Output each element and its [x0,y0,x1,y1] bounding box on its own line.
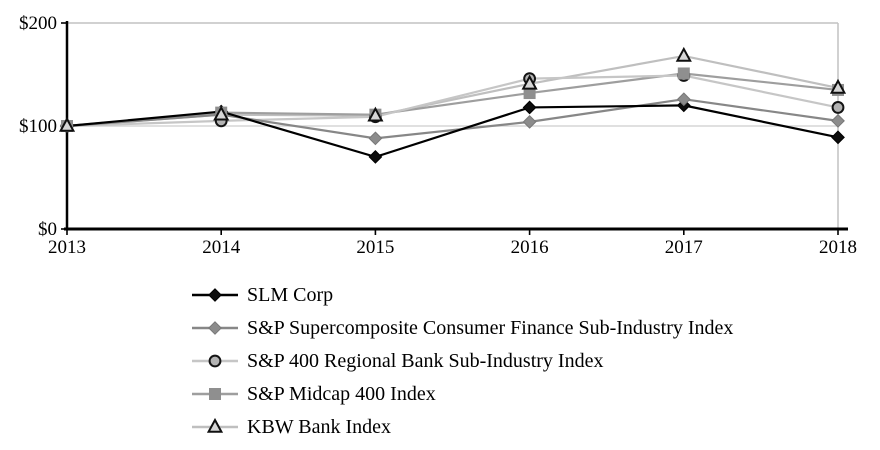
y-axis-label: $100 [19,116,57,137]
chart-legend: SLM Corp S&P Supercomposite Consumer Fina… [192,283,733,439]
series-line [66,98,839,140]
y-axis-label: $0 [38,219,57,240]
legend-marker-sample [209,388,221,400]
series-line [66,104,839,159]
legend-item-2: S&P 400 Regional Bank Sub-Industry Index [192,349,733,373]
legend-marker-sample [206,418,224,433]
legend-item-3: S&P Midcap 400 Index [192,382,733,406]
data-point-marker [367,106,384,122]
legend-square-marker-icon [192,388,238,400]
x-axis-label: 2013 [48,237,86,258]
data-point-marker [831,130,845,145]
x-axis-label: 2015 [356,237,394,258]
data-point-marker [213,105,230,121]
legend-marker-sample [208,321,222,335]
legend-label: S&P Supercomposite Consumer Finance Sub-… [247,317,734,339]
legend-diamond-marker-icon [192,321,238,335]
data-point-marker [521,74,538,90]
x-axis-label: 2018 [819,237,857,258]
data-point-marker [368,131,383,146]
series-line [66,74,839,128]
x-axis-label: 2016 [511,237,549,258]
data-point-marker [522,114,537,129]
data-point-marker [831,113,845,128]
legend-label: KBW Bank Index [247,416,392,438]
legend-marker-sample [208,288,222,302]
legend-diamond-marker-icon [192,288,238,302]
data-point-marker [677,67,690,80]
data-point-marker [829,78,847,94]
legend-item-0: SLM Corp [192,283,733,307]
legend-label: SLM Corp [247,284,334,306]
data-point-marker [676,92,691,107]
data-point-marker [675,46,692,62]
x-axis-label: 2014 [202,237,241,258]
legend-triangle-marker-icon [192,418,238,433]
data-point-marker [58,116,76,132]
legend-marker-sample [208,354,222,368]
x-axis-label: 2017 [665,237,703,258]
y-axis-label: $200 [19,13,57,34]
data-point-marker [831,101,845,114]
legend-item-1: S&P Supercomposite Consumer Finance Sub-… [192,316,733,340]
legend-label: S&P 400 Regional Bank Sub-Industry Index [247,350,604,372]
legend-circle-marker-icon [192,354,238,368]
data-point-marker [522,100,537,115]
data-point-marker [368,149,383,164]
legend-item-4: KBW Bank Index [192,415,733,439]
legend-label: S&P Midcap 400 Index [247,383,436,405]
